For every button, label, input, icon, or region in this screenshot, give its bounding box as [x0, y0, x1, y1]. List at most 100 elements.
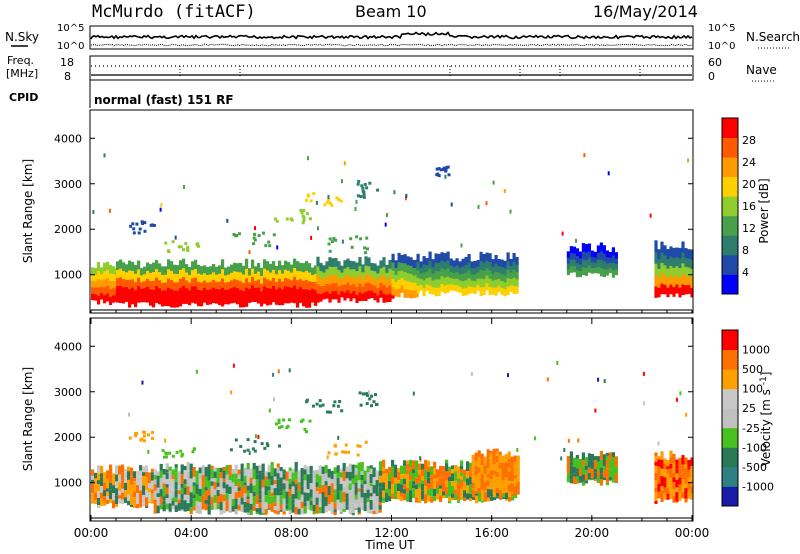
power-cell: [391, 253, 395, 263]
power-cell: [578, 257, 582, 265]
velocity-cell: [279, 510, 283, 512]
power-colorbar-segment: [722, 215, 738, 236]
velocity-cell: [681, 455, 685, 465]
velocity-cell: [270, 492, 274, 497]
velocity-cell: [406, 500, 410, 502]
velocity-cell: [342, 497, 346, 502]
power-cell: [94, 267, 98, 275]
power-patch-cell: [330, 203, 334, 207]
power-cell: [431, 279, 435, 288]
power-patch-cell: [335, 196, 339, 200]
power-patch-cell: [435, 173, 439, 177]
velocity-cell: [581, 452, 585, 461]
velocity-cell: [507, 471, 511, 481]
power-cell: [308, 263, 312, 273]
power-cell: [116, 277, 120, 287]
power-cell: [149, 264, 153, 273]
velocity-cell: [415, 477, 419, 485]
velocity-cell: [454, 465, 458, 472]
velocity-patch-cell: [143, 434, 146, 438]
power-cell: [482, 278, 486, 287]
power-cell: [590, 267, 594, 274]
velocity-cell: [496, 496, 500, 499]
power-cell: [566, 262, 570, 270]
velocity-cell: [439, 485, 443, 489]
velocity-cell: [127, 501, 131, 506]
velocity-cell: [513, 478, 517, 487]
power-cell: [119, 285, 123, 295]
velocity-cell: [687, 481, 691, 490]
power-cell: [319, 278, 323, 287]
velocity-cell: [168, 466, 172, 471]
velocity-scatter-cell: [367, 390, 370, 395]
power-cell: [470, 261, 474, 269]
velocity-cell: [198, 479, 202, 489]
velocity-cell: [375, 470, 379, 481]
power-cell: [155, 260, 159, 270]
power-cell: [290, 272, 294, 281]
velocity-cell: [345, 506, 349, 510]
power-cell: [275, 288, 279, 298]
velocity-scatter-cell: [232, 363, 235, 368]
velocity-cell: [415, 470, 419, 478]
velocity-cell: [599, 450, 603, 460]
power-cell: [179, 296, 183, 307]
velocity-cell: [406, 460, 410, 464]
power-cell: [434, 270, 438, 280]
power-cell: [325, 290, 329, 299]
velocity-cell: [480, 453, 484, 461]
power-cell: [227, 296, 231, 305]
power-patch-cell: [143, 229, 147, 233]
velocity-cell: [291, 481, 295, 487]
velocity-cell: [501, 455, 505, 463]
velocity-cell: [243, 493, 247, 503]
power-cell: [103, 278, 107, 288]
power-cell: [449, 283, 453, 291]
velocity-cell: [421, 476, 425, 481]
velocity-cell: [484, 495, 488, 499]
power-cell: [146, 294, 150, 303]
power-scatter-cell: [103, 153, 106, 158]
power-cell: [191, 269, 195, 279]
power-cell: [400, 255, 404, 264]
velocity-cell: [174, 489, 178, 498]
velocity-cell: [513, 455, 517, 463]
power-cell: [654, 251, 658, 264]
power-cell: [302, 288, 306, 298]
power-cell: [91, 286, 95, 294]
velocity-cell: [121, 492, 125, 500]
power-cell: [311, 274, 315, 282]
velocity-cell: [471, 488, 475, 490]
power-cell: [687, 284, 691, 294]
power-cell: [140, 295, 144, 303]
velocity-cell: [412, 488, 416, 493]
velocity-cell: [492, 464, 496, 471]
power-cell: [334, 282, 338, 292]
velocity-cell: [614, 467, 618, 474]
power-cell: [203, 265, 207, 274]
velocity-cell: [273, 488, 277, 495]
power-cell: [581, 258, 585, 268]
freq-spikes: [179, 66, 641, 78]
velocity-cell: [611, 452, 615, 458]
power-cell: [287, 270, 291, 279]
freq-label-line2: [MHz]: [6, 67, 38, 80]
velocity-cell: [378, 505, 382, 510]
power-cell: [425, 264, 429, 272]
velocity-cell: [201, 495, 205, 505]
velocity-cell: [231, 478, 235, 483]
power-cell: [242, 273, 246, 283]
velocity-cell: [133, 491, 137, 498]
power-patch-cell: [309, 199, 313, 203]
power-scatter-cell: [561, 231, 564, 236]
power-cell: [316, 274, 320, 285]
velocity-cell: [489, 485, 493, 490]
velocity-cell: [457, 478, 461, 484]
velocity-cell: [513, 475, 517, 479]
velocity-cell: [282, 469, 286, 474]
velocity-cell: [118, 474, 122, 483]
velocity-cell: [569, 465, 573, 475]
velocity-cell: [228, 468, 232, 476]
power-cell: [611, 269, 615, 278]
velocity-cell: [678, 500, 682, 501]
